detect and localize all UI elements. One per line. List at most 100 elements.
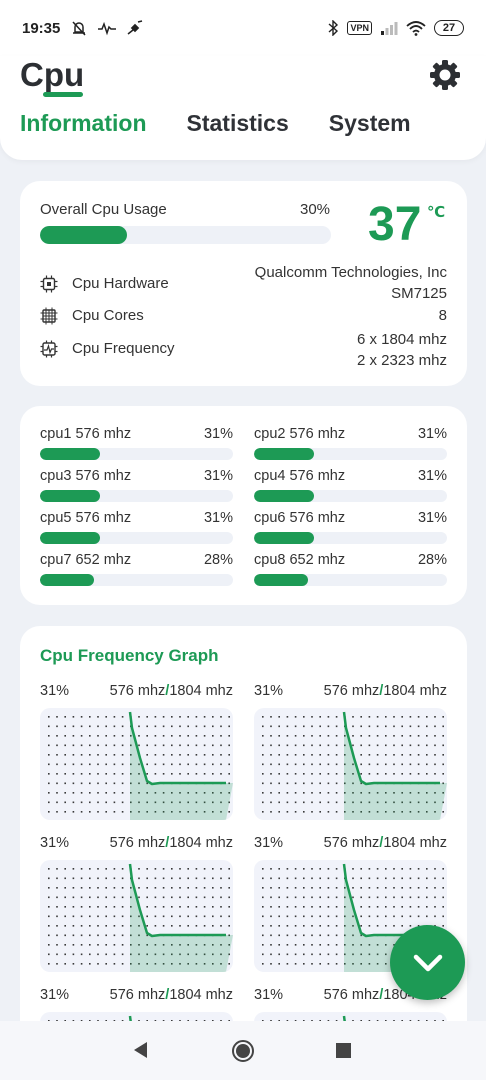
graph-grid xyxy=(48,868,230,965)
chip-icon xyxy=(40,275,58,293)
graph-header: 31% 576 mhz/1804 mhz xyxy=(40,683,233,703)
core-name: cpu1 576 mhz xyxy=(40,426,132,442)
info-label-frequency: Cpu Frequency xyxy=(72,340,175,357)
graph-separator: / xyxy=(379,835,384,851)
scroll-down-button[interactable] xyxy=(390,925,465,1000)
graph-line xyxy=(342,711,440,786)
core-progress-fill xyxy=(254,532,314,544)
core-progress-bar xyxy=(40,448,233,460)
core-percent: 31% xyxy=(203,468,233,484)
battery-indicator: 27 xyxy=(434,20,464,36)
graph-header: 31% 576 mhz/1804 mhz xyxy=(254,835,447,855)
graph-max-frequency: 1804 mhz xyxy=(383,835,447,851)
system-nav-bar xyxy=(0,1021,486,1080)
home-icon[interactable] xyxy=(231,1039,255,1063)
core-name: cpu5 576 mhz xyxy=(40,510,132,526)
frequency-graph-5: 31% 576 mhz/1804 mhz xyxy=(40,987,233,1046)
graph-svg xyxy=(262,711,447,820)
graph-current-frequency: 576 mhz xyxy=(323,835,380,851)
graph-grid xyxy=(262,716,444,813)
graph-separator: / xyxy=(165,987,170,1003)
core-progress-fill xyxy=(254,490,314,502)
frequency-graph-1: 31% 576 mhz/1804 mhz xyxy=(40,683,233,820)
core-progress-fill xyxy=(254,574,309,586)
graph-plot xyxy=(40,708,233,820)
graph-frequency: 576 mhz/1804 mhz xyxy=(324,683,447,699)
usage-progress-fill xyxy=(40,226,128,244)
core-progress-bar xyxy=(254,490,447,502)
tab-information[interactable]: Information xyxy=(20,110,147,136)
graph-max-frequency: 1804 mhz xyxy=(383,683,447,699)
graph-header: 31% 576 mhz/1804 mhz xyxy=(40,835,233,855)
frequency-graph-4: 31% 576 mhz/1804 mhz xyxy=(254,835,447,972)
tab-statistics[interactable]: Statistics xyxy=(186,110,289,136)
info-row-cores: Cpu Cores 8 xyxy=(40,305,447,329)
core-progress-fill xyxy=(40,490,100,502)
satellite-icon xyxy=(127,20,143,35)
tab-bar: Information Statistics System xyxy=(20,110,451,137)
core-progress-bar xyxy=(40,532,233,544)
core-name: cpu2 576 mhz xyxy=(254,426,346,442)
core-item-2: cpu2 576 mhz 31% xyxy=(254,426,447,464)
graph-max-frequency: 1804 mhz xyxy=(169,987,233,1003)
core-progress-bar xyxy=(40,574,233,586)
usage-label: Overall Cpu Usage xyxy=(40,201,167,218)
core-percent: 31% xyxy=(203,426,233,442)
graph-plot xyxy=(254,708,447,820)
graph-area xyxy=(130,864,233,972)
graph-current-frequency: 576 mhz xyxy=(109,835,166,851)
info-value-hardware: Qualcomm Technologies, Inc SM7125 xyxy=(255,262,447,304)
app-header: Cpu Information Statistics System xyxy=(0,56,486,160)
info-value-frequency: 6 x 1804 mhz 2 x 2323 mhz xyxy=(357,329,447,371)
frequency-icon xyxy=(40,340,58,358)
core-progress-fill xyxy=(40,532,100,544)
temperature-unit: ℃ xyxy=(427,204,446,221)
graph-line xyxy=(342,863,440,938)
page-title: Cpu xyxy=(20,56,85,93)
graph-svg xyxy=(48,863,233,972)
core-progress-fill xyxy=(40,574,95,586)
graph-area xyxy=(130,712,233,820)
graph-max-frequency: 1804 mhz xyxy=(169,683,233,699)
graph-percent: 31% xyxy=(40,987,70,1003)
graph-separator: / xyxy=(165,835,170,851)
core-percent: 28% xyxy=(417,552,447,568)
back-icon[interactable] xyxy=(130,1039,150,1061)
info-value-cores: 8 xyxy=(438,307,447,324)
core-item-4: cpu4 576 mhz 31% xyxy=(254,468,447,506)
graph-separator: / xyxy=(165,683,170,699)
graph-current-frequency: 576 mhz xyxy=(109,987,166,1003)
chevron-down-icon xyxy=(413,954,442,971)
graph-line xyxy=(128,863,226,938)
info-label-hardware: Cpu Hardware xyxy=(72,275,169,292)
wifi-icon xyxy=(406,21,426,36)
core-progress-bar xyxy=(254,574,447,586)
graph-header: 31% 576 mhz/1804 mhz xyxy=(40,987,233,1007)
info-value-hardware-line2: SM7125 xyxy=(391,285,447,302)
graph-current-frequency: 576 mhz xyxy=(323,987,380,1003)
graph-svg xyxy=(48,711,233,820)
frequency-graph-2: 31% 576 mhz/1804 mhz xyxy=(254,683,447,820)
graph-section-title: Cpu Frequency Graph xyxy=(40,646,219,665)
core-percent: 31% xyxy=(417,510,447,526)
graph-percent: 31% xyxy=(254,987,284,1003)
graph-frequency: 576 mhz/1804 mhz xyxy=(110,987,233,1003)
tab-system[interactable]: System xyxy=(328,110,411,136)
status-bar: 19:35 VPN 27 xyxy=(0,0,486,56)
bell-muted-icon xyxy=(72,21,86,36)
cpu-cores-card: cpu1 576 mhz 31% cpu2 576 mhz 31% cpu3 576 m… xyxy=(20,406,467,605)
core-name: cpu6 576 mhz xyxy=(254,510,346,526)
graph-line xyxy=(128,711,226,786)
graph-percent: 31% xyxy=(40,835,70,851)
info-value-frequency-line2: 2 x 2323 mhz xyxy=(356,352,447,369)
info-value-hardware-line1: Qualcomm Technologies, Inc xyxy=(254,264,447,281)
core-item-6: cpu6 576 mhz 31% xyxy=(254,510,447,548)
graph-separator: / xyxy=(379,683,384,699)
graph-plot xyxy=(40,860,233,972)
gear-icon[interactable] xyxy=(428,58,462,92)
recents-icon[interactable] xyxy=(335,1042,353,1060)
core-name: cpu4 576 mhz xyxy=(254,468,346,484)
graph-grid xyxy=(262,868,444,965)
core-progress-fill xyxy=(254,448,314,460)
core-name: cpu3 576 mhz xyxy=(40,468,132,484)
